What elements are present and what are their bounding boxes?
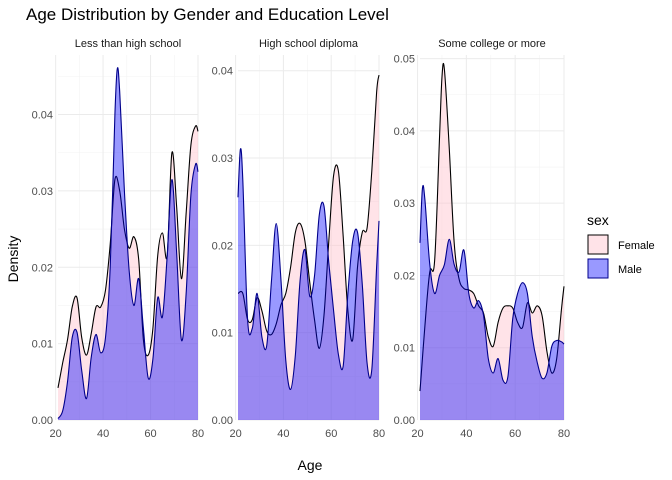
facet-label: High school diploma <box>259 38 359 50</box>
x-axis-title: Age <box>298 457 323 473</box>
x-tick-label: 20 <box>411 428 423 440</box>
density-line-female <box>57 124 199 389</box>
density-line-female <box>419 62 565 392</box>
x-tick-label: 40 <box>97 428 109 440</box>
x-tick-label: 60 <box>325 428 337 440</box>
density-line-male <box>419 185 565 384</box>
y-tick-label: 0.00 <box>394 415 415 427</box>
y-tick-label: 0.04 <box>212 66 233 78</box>
x-tick-label: 40 <box>460 428 472 440</box>
facet-panels: Less than high school 0.00 0.01 0.02 0.03 0.0… <box>32 38 571 440</box>
y-tick-label: 0.05 <box>394 54 415 66</box>
y-tick-label: 0.00 <box>212 415 233 427</box>
x-tick-label: 20 <box>50 428 62 440</box>
density-area-male <box>58 67 198 421</box>
facet-label: Some college or more <box>438 38 546 50</box>
y-tick-label: 0.03 <box>212 153 233 165</box>
legend-key-female <box>587 234 609 255</box>
legend-key-male <box>587 258 609 279</box>
panel-less-than-high-school: Less than high school 0.00 0.01 0.02 0.03 0.0… <box>32 38 205 440</box>
legend: sex Female Male <box>587 212 655 279</box>
y-tick-label: 0.04 <box>394 126 415 138</box>
density-area-male <box>420 185 564 420</box>
x-tick-label: 20 <box>229 428 241 440</box>
density-area-male <box>238 148 379 420</box>
y-tick-label: 0.01 <box>394 343 415 355</box>
legend-key-bg <box>587 258 609 279</box>
y-tick-label: 0.03 <box>394 198 415 210</box>
density-area-female <box>420 63 564 420</box>
chart-title: Age Distribution by Gender and Education… <box>26 5 389 24</box>
y-tick-label: 0.04 <box>32 110 53 122</box>
legend-label-female: Female <box>618 240 655 252</box>
panel-some-college-or-more: Some college or more 0.00 0.01 0.02 0.03 0.04… <box>394 38 571 440</box>
x-tick-label: 60 <box>144 428 156 440</box>
x-tick-label: 40 <box>277 428 289 440</box>
y-tick-label: 0.00 <box>32 415 53 427</box>
legend-key-bg <box>587 234 609 255</box>
y-tick-label: 0.02 <box>32 262 53 274</box>
y-tick-label: 0.02 <box>212 240 233 252</box>
legend-title: sex <box>587 212 609 228</box>
density-line-female <box>237 75 380 349</box>
density-area-female <box>238 75 379 420</box>
x-tick-label: 80 <box>373 428 385 440</box>
y-tick-label: 0.01 <box>32 339 53 351</box>
x-tick-label: 80 <box>558 428 570 440</box>
facet-label: Less than high school <box>75 38 181 50</box>
x-tick-label: 60 <box>509 428 521 440</box>
x-tick-label: 80 <box>192 428 204 440</box>
legend-swatch-female <box>587 234 609 255</box>
y-tick-label: 0.02 <box>394 270 415 282</box>
panel-high-school-diploma: High school diploma 0.00 0.01 0.02 0.03 0.04 2… <box>212 38 386 440</box>
legend-swatch-male <box>587 258 609 279</box>
density-line-male <box>57 67 199 419</box>
density-line-male <box>237 148 380 390</box>
y-tick-label: 0.01 <box>212 328 233 340</box>
y-tick-label: 0.03 <box>32 186 53 198</box>
legend-label-male: Male <box>618 264 642 276</box>
y-axis-title: Density <box>5 236 21 283</box>
